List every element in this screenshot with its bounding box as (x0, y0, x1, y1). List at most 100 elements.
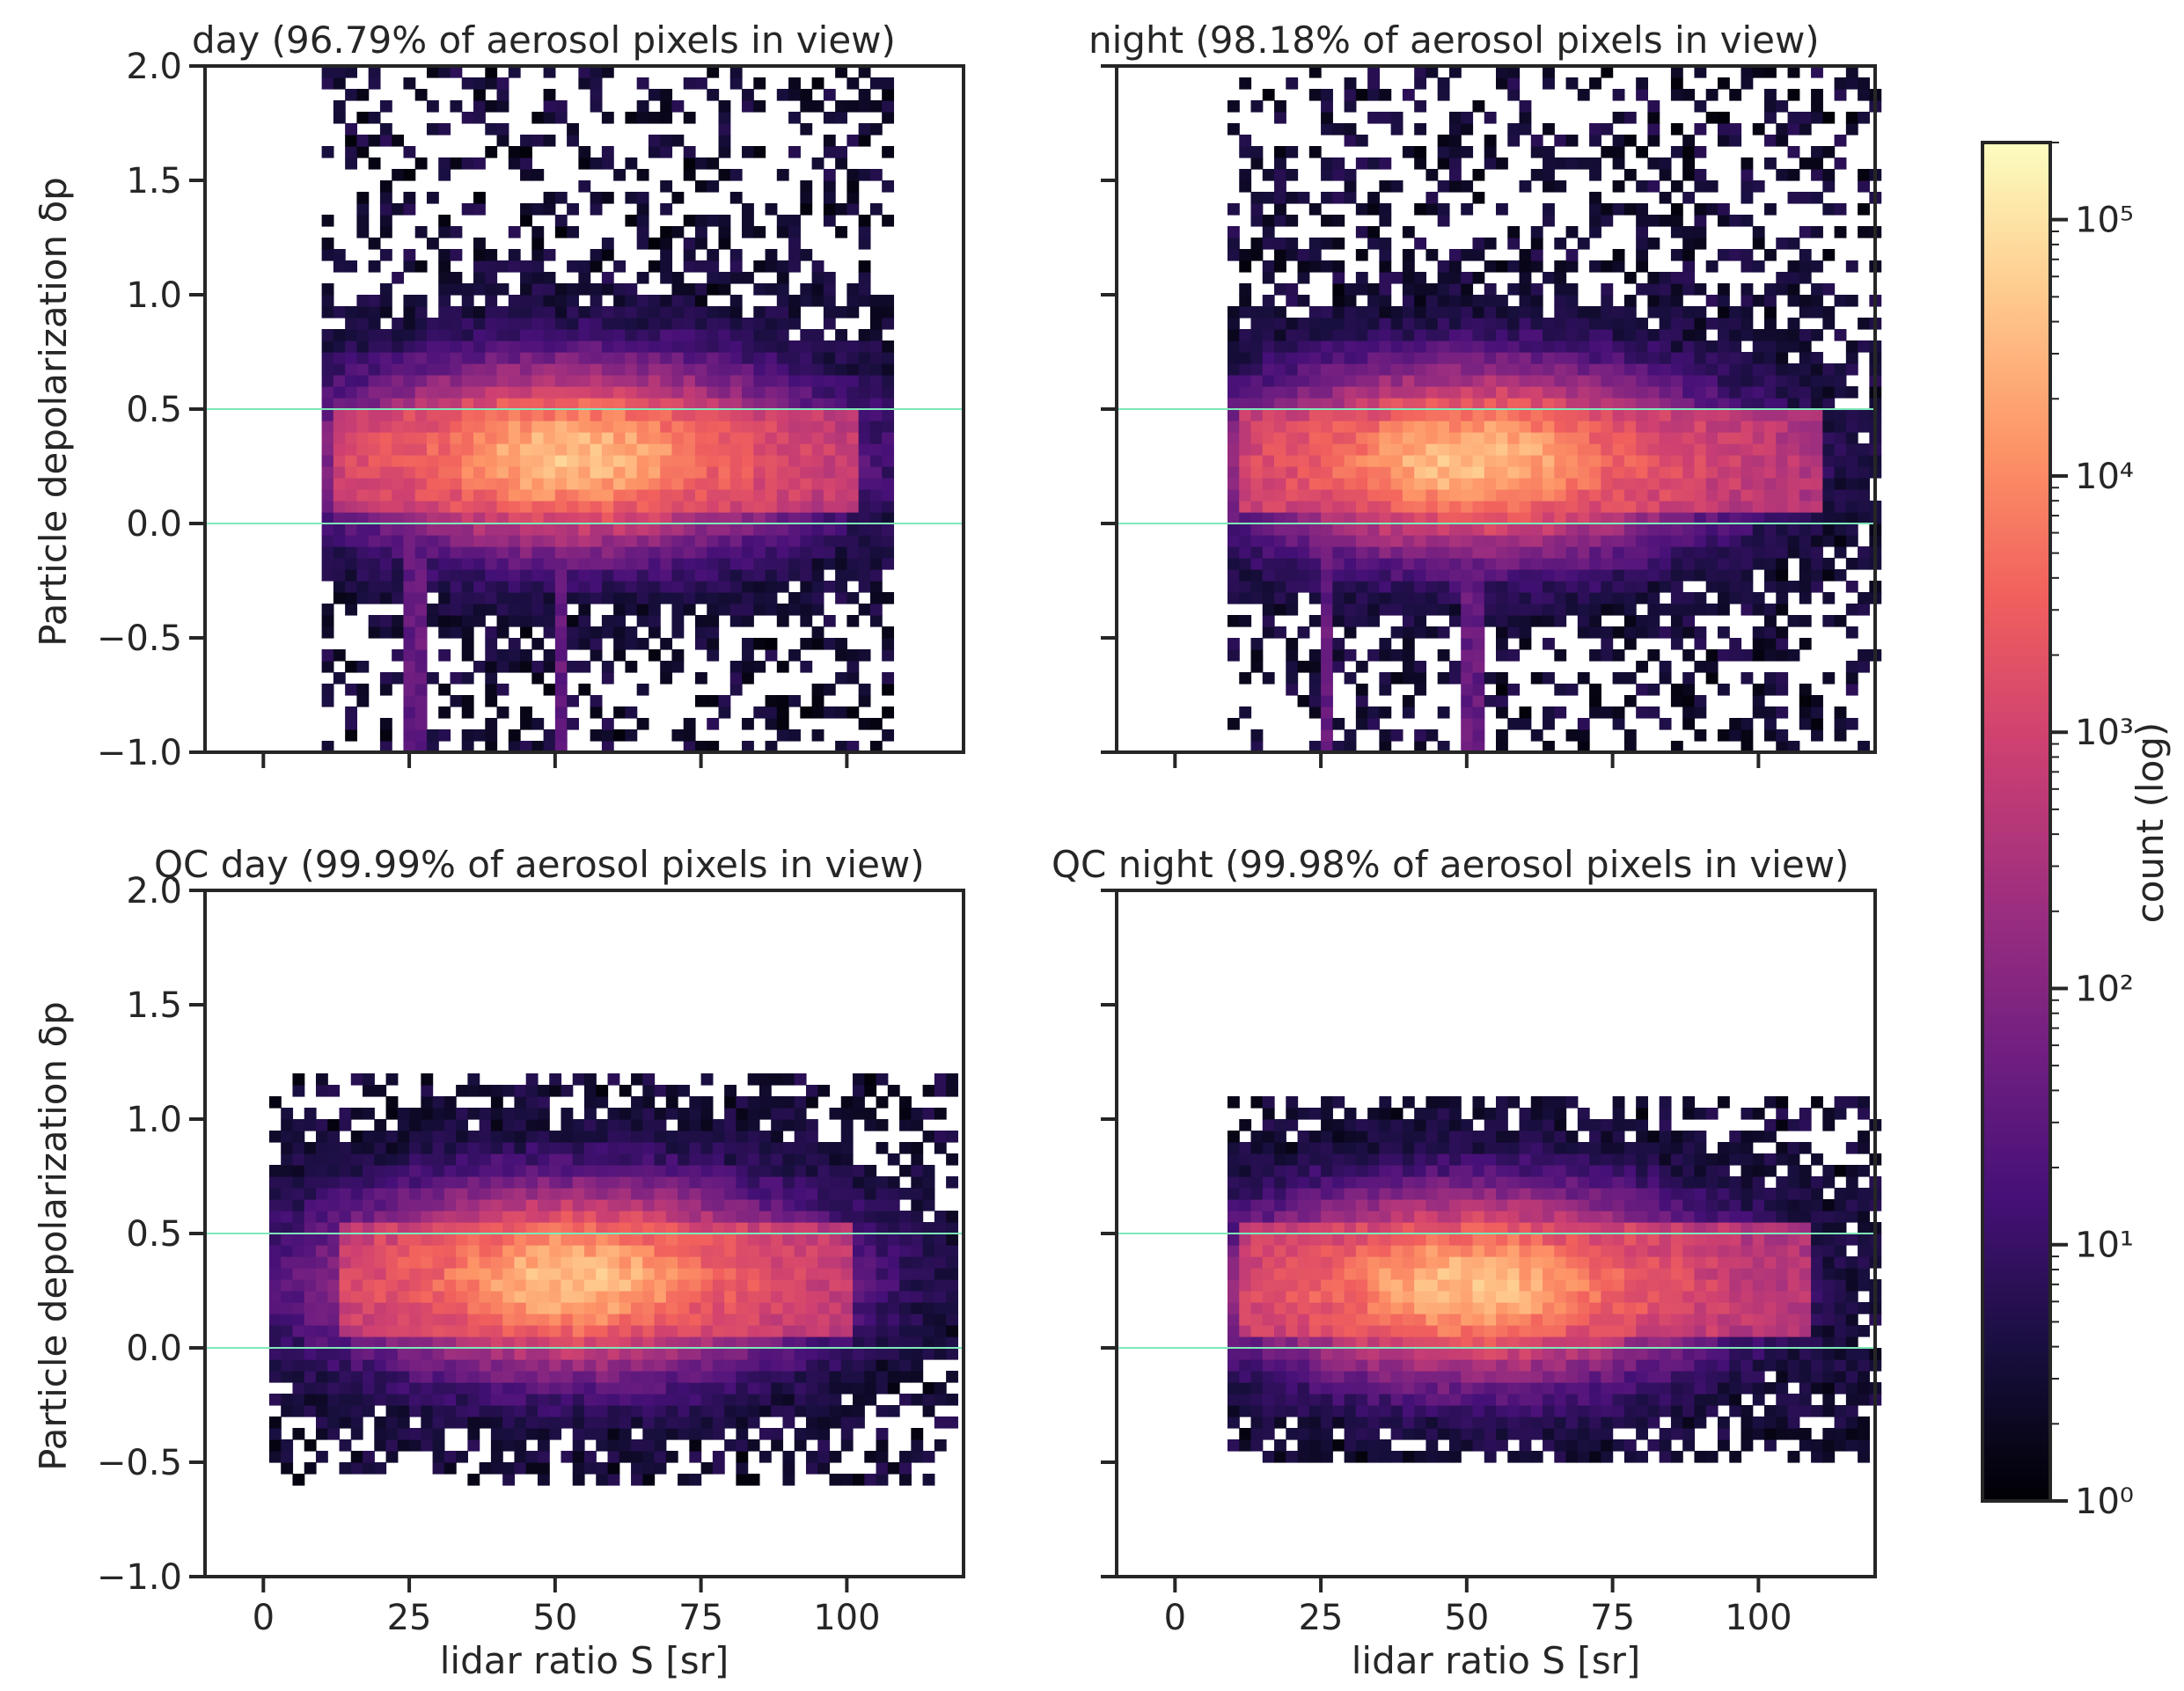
density-cell (496, 604, 509, 616)
density-cell (450, 546, 463, 559)
density-cell (858, 352, 871, 364)
density-cell (537, 1142, 550, 1154)
density-cell (350, 1428, 363, 1440)
density-cell (776, 558, 789, 570)
density-cell (485, 592, 498, 604)
density-cell (1519, 706, 1532, 719)
density-cell (1670, 615, 1683, 627)
density-cell (1274, 260, 1286, 273)
density-cell (1367, 421, 1380, 433)
density-cell (636, 604, 649, 616)
density-cell (869, 466, 883, 479)
density-cell (321, 238, 334, 250)
density-cell (333, 592, 346, 604)
density-cell (414, 226, 428, 238)
density-cell (292, 1119, 305, 1131)
density-cell (525, 1188, 539, 1200)
density-cell (1530, 489, 1543, 501)
density-cell (1507, 718, 1521, 730)
density-cell (403, 729, 416, 742)
density-cell (765, 375, 778, 387)
density-cell (1636, 626, 1648, 639)
density-cell (432, 1268, 445, 1280)
density-cell (268, 1096, 282, 1109)
density-cell (823, 203, 836, 216)
density-cell (1764, 523, 1777, 536)
density-cell (1764, 398, 1777, 410)
density-cell (567, 443, 579, 456)
density-cell (823, 180, 836, 193)
density-cell (409, 1108, 421, 1120)
density-cell (1799, 432, 1812, 444)
density-cell (333, 66, 346, 78)
density-cell (1344, 466, 1357, 479)
density-cell (1472, 238, 1485, 250)
density-cell (1799, 466, 1812, 479)
density-cell (729, 169, 743, 181)
density-cell (729, 432, 743, 444)
density-cell (1612, 180, 1625, 193)
density-cell (1367, 192, 1380, 204)
density-cell (1729, 501, 1742, 513)
density-cell (268, 1165, 282, 1177)
density-cell (414, 672, 428, 684)
density-cell (1507, 626, 1521, 639)
density-cell (403, 741, 416, 753)
density-cell (1402, 626, 1415, 639)
density-cell (742, 100, 754, 113)
density-cell (1543, 432, 1555, 444)
density-cell (1227, 203, 1240, 216)
density-cell (321, 352, 334, 364)
density-cell (1543, 638, 1555, 650)
density-cell (1612, 672, 1625, 684)
density-cell (1425, 352, 1439, 364)
density-cell (508, 66, 521, 78)
density-cell (1623, 329, 1637, 341)
density-cell (467, 1131, 480, 1143)
density-cell (327, 1256, 341, 1269)
density-cell (1858, 203, 1870, 216)
density-cell (385, 1211, 399, 1223)
density-cell (438, 581, 451, 593)
density-cell (636, 203, 649, 216)
density-cell (1799, 512, 1812, 524)
density-cell (648, 626, 661, 639)
density-cell (1274, 192, 1286, 204)
density-cell (1402, 558, 1415, 570)
density-cell (438, 546, 451, 559)
density-cell (636, 375, 649, 387)
density-cell (485, 718, 498, 730)
density-cell (321, 432, 334, 444)
density-cell (800, 123, 813, 135)
density-cell (1682, 569, 1696, 582)
density-cell (421, 1153, 434, 1166)
density-cell (363, 1451, 375, 1463)
density-cell (339, 1302, 352, 1314)
density-cell (1741, 375, 1754, 387)
density-cell (1437, 741, 1450, 753)
density-cell (531, 615, 545, 627)
density-cell (1717, 306, 1730, 318)
density-cell (321, 661, 334, 673)
density-cell (1623, 626, 1637, 639)
density-cell (1694, 123, 1707, 135)
density-cell (1274, 169, 1286, 181)
density-cell (1448, 455, 1462, 467)
density-cell (496, 512, 509, 524)
density-cell (601, 489, 614, 501)
density-cell (1799, 226, 1812, 238)
density-cell (1239, 443, 1252, 456)
density-cell (590, 89, 603, 101)
density-cell (363, 1359, 375, 1372)
density-cell (1659, 329, 1672, 341)
density-cell (461, 638, 474, 650)
density-cell (1822, 386, 1836, 399)
density-cell (485, 478, 498, 490)
density-cell (561, 1405, 574, 1417)
density-cell (1496, 329, 1508, 341)
density-cell (1239, 421, 1252, 433)
density-cell (443, 1165, 457, 1177)
density-cell (1601, 203, 1614, 216)
density-cell (1461, 661, 1474, 673)
density-cell (1332, 329, 1345, 341)
